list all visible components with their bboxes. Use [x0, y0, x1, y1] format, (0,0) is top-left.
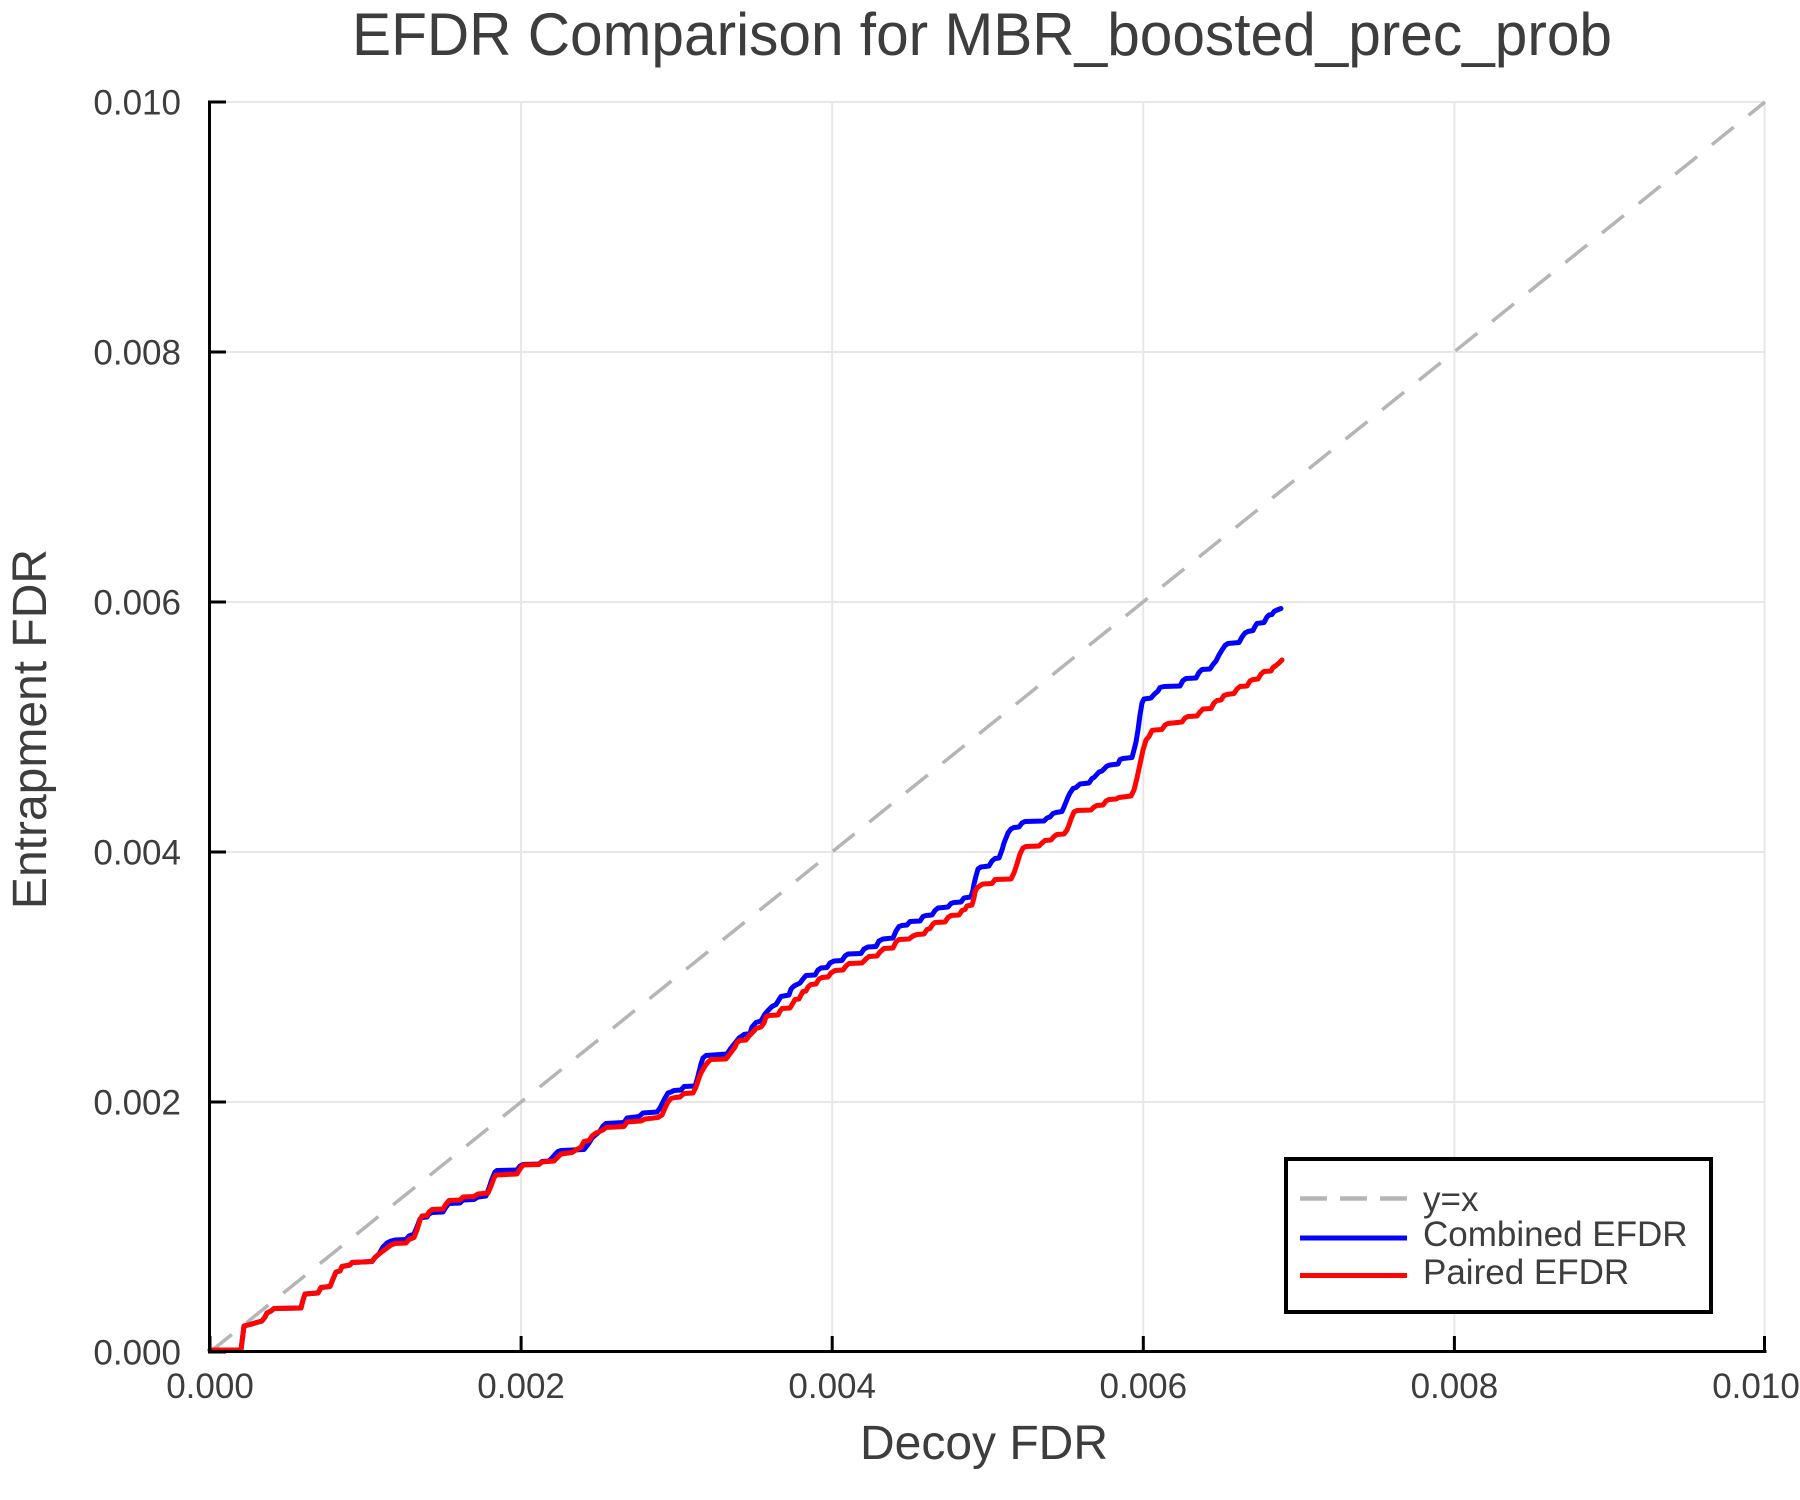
svg-text:0.002: 0.002 — [93, 1084, 181, 1123]
svg-text:EFDR Comparison for MBR_booste: EFDR Comparison for MBR_boosted_prec_pro… — [352, 1, 1612, 68]
svg-text:0.010: 0.010 — [93, 84, 181, 123]
svg-text:Combined EFDR: Combined EFDR — [1423, 1215, 1688, 1254]
svg-text:0.002: 0.002 — [477, 1367, 565, 1406]
svg-text:Entrapment FDR: Entrapment FDR — [4, 549, 57, 909]
svg-text:0.000: 0.000 — [93, 1334, 181, 1373]
svg-text:0.006: 0.006 — [1100, 1367, 1188, 1406]
svg-text:y=x: y=x — [1423, 1180, 1479, 1219]
svg-text:0.008: 0.008 — [1411, 1367, 1499, 1406]
svg-text:0.008: 0.008 — [93, 334, 181, 373]
svg-text:0.004: 0.004 — [93, 834, 181, 873]
svg-text:0.000: 0.000 — [166, 1367, 254, 1406]
svg-text:Decoy FDR: Decoy FDR — [860, 1417, 1108, 1470]
svg-text:Paired EFDR: Paired EFDR — [1423, 1253, 1629, 1292]
svg-text:0.006: 0.006 — [93, 584, 181, 623]
svg-text:0.004: 0.004 — [788, 1367, 876, 1406]
svg-text:0.010: 0.010 — [1712, 1367, 1800, 1406]
